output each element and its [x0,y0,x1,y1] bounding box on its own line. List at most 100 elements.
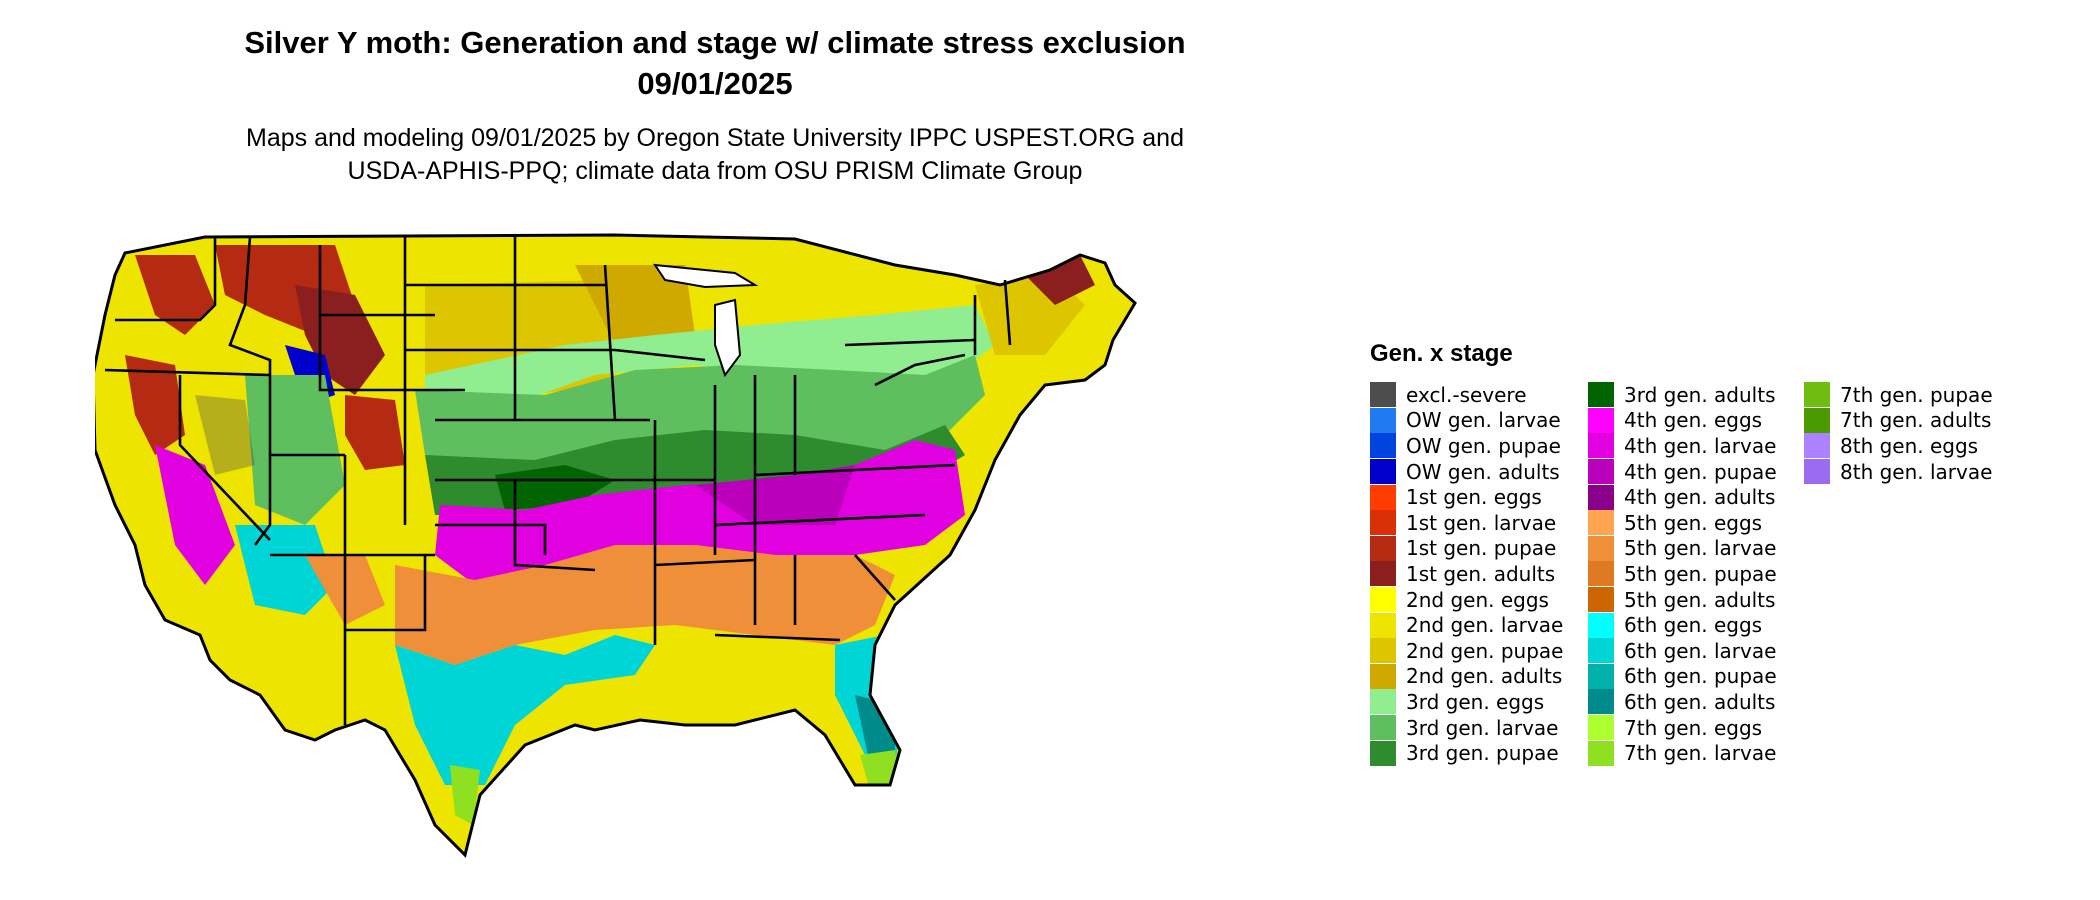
legend-swatch [1588,407,1614,433]
legend-label: 7th gen. eggs [1624,715,1763,740]
legend-swatch [1370,459,1396,485]
legend-item: 7th gen. larvae [1588,740,1777,766]
legend-item: 6th gen. eggs [1588,612,1777,638]
legend-item: 6th gen. adults [1588,689,1777,715]
map-subtitle: Maps and modeling 09/01/2025 by Oregon S… [120,122,1310,188]
legend-item: excl.-severe [1370,382,1563,408]
legend-item: 7th gen. adults [1804,407,1993,434]
legend-item: 6th gen. larvae [1588,638,1777,664]
legend-item: 7th gen. pupae [1804,382,1993,408]
legend-swatch [1588,612,1614,638]
map-legend: Gen. x stage excl.-severe OW gen. larvae O… [1370,340,2070,770]
legend-swatch [1588,740,1614,766]
legend-label: OW gen. pupae [1406,433,1561,458]
legend-label: 5th gen. pupae [1624,561,1777,586]
legend-label: 7th gen. larvae [1624,741,1777,766]
legend-item: 8th gen. larvae [1804,459,1993,485]
legend-swatch [1370,689,1396,715]
region-6th-gen-larvae-gulf [395,635,655,785]
legend-column-1: excl.-severe OW gen. larvae OW gen. pupae O… [1370,382,1563,766]
legend-label: OW gen. larvae [1406,408,1561,433]
legend-item: 2nd gen. eggs [1370,587,1563,613]
legend-item: 3rd gen. pupae [1370,740,1563,766]
legend-item: 1st gen. pupae [1370,535,1563,562]
legend-label: 6th gen. larvae [1624,638,1777,663]
legend-label: OW gen. adults [1406,459,1560,484]
subtitle-line-2: USDA-APHIS-PPQ; climate data from OSU PR… [347,157,1083,185]
legend-swatch [1804,407,1830,433]
legend-label: 8th gen. larvae [1840,459,1993,484]
legend-swatch [1370,407,1396,433]
legend-swatch [1804,433,1830,459]
legend-item: 5th gen. pupae [1588,561,1777,587]
legend-item: 4th gen. adults [1588,484,1777,510]
legend-label: 4th gen. pupae [1624,459,1777,484]
legend-swatch [1370,612,1396,638]
legend-swatch [1370,510,1396,536]
legend-label: 4th gen. adults [1624,485,1776,510]
title-line-1: Silver Y moth: Generation and stage w/ c… [244,25,1186,60]
legend-label: 8th gen. eggs [1840,433,1979,458]
legend-swatch [1804,459,1830,485]
legend-label: 6th gen. pupae [1624,664,1777,689]
legend-label: 2nd gen. larvae [1406,613,1564,638]
legend-swatch [1588,587,1614,613]
title-date: 09/01/2025 [637,66,793,101]
legend-label: 4th gen. larvae [1624,433,1777,458]
legend-swatch [1370,484,1396,510]
legend-item: 5th gen. adults [1588,587,1777,613]
region-3rd-gen-larvae [415,355,985,465]
legend-label: 5th gen. eggs [1624,510,1763,535]
region-6th-gen-arizona [235,525,335,615]
legend-label: excl.-severe [1406,382,1527,407]
legend-column-2: 3rd gen. adults 4th gen. eggs 4th gen. lar… [1588,382,1777,766]
legend-label: 5th gen. adults [1624,587,1776,612]
legend-swatch [1588,382,1614,408]
legend-swatch [1588,715,1614,741]
legend-swatch [1804,382,1830,408]
region-1st-gen-pupae-colorado [345,395,405,470]
lake-superior [652,263,759,289]
legend-label: 7th gen. pupae [1840,382,1993,407]
region-excl-severe [195,395,255,475]
legend-swatch [1370,663,1396,689]
region-7th-gen-texas [450,765,480,825]
legend-swatch [1588,510,1614,536]
legend-swatch [1588,663,1614,689]
legend-swatch [1588,561,1614,587]
legend-swatch [1370,382,1396,408]
legend-column-3: 7th gen. pupae 7th gen. adults 8th gen. eg… [1804,382,1993,485]
legend-swatch [1370,587,1396,613]
legend-swatch [1588,484,1614,510]
legend-item: 2nd gen. pupae [1370,638,1563,664]
legend-swatch [1588,638,1614,664]
region-1st-gen-pupae-nw [135,255,215,335]
legend-item: 3rd gen. adults [1588,382,1777,408]
legend-item: 4th gen. pupae [1588,459,1777,485]
legend-label: 6th gen. eggs [1624,613,1763,638]
legend-label: 6th gen. adults [1624,689,1776,714]
legend-item: 1st gen. adults [1370,561,1563,587]
legend-item: 8th gen. eggs [1804,433,1993,459]
legend-label: 3rd gen. larvae [1406,715,1559,740]
legend-item: 5th gen. eggs [1588,510,1777,536]
map-title: Silver Y moth: Generation and stage w/ c… [120,22,1310,104]
legend-label: 2nd gen. eggs [1406,587,1549,612]
legend-swatch [1588,689,1614,715]
lake-michigan [714,298,742,378]
legend-label: 1st gen. adults [1406,561,1556,586]
legend-item: 1st gen. eggs [1370,484,1563,510]
region-1st-gen-adults [295,285,385,395]
legend-item: OW gen. pupae [1370,433,1563,459]
region-4th-gen-california [155,445,235,585]
legend-title: Gen. x stage [1370,340,1513,367]
legend-item: 3rd gen. larvae [1370,715,1563,741]
legend-label: 2nd gen. pupae [1406,638,1564,663]
legend-item: 4th gen. eggs [1588,407,1777,434]
legend-label: 3rd gen. eggs [1406,689,1545,714]
legend-item: 2nd gen. adults [1370,663,1563,690]
legend-swatch [1370,715,1396,741]
us-map [95,233,1137,857]
legend-swatch [1370,535,1396,561]
region-1st-gen-pupae-california [125,355,185,455]
